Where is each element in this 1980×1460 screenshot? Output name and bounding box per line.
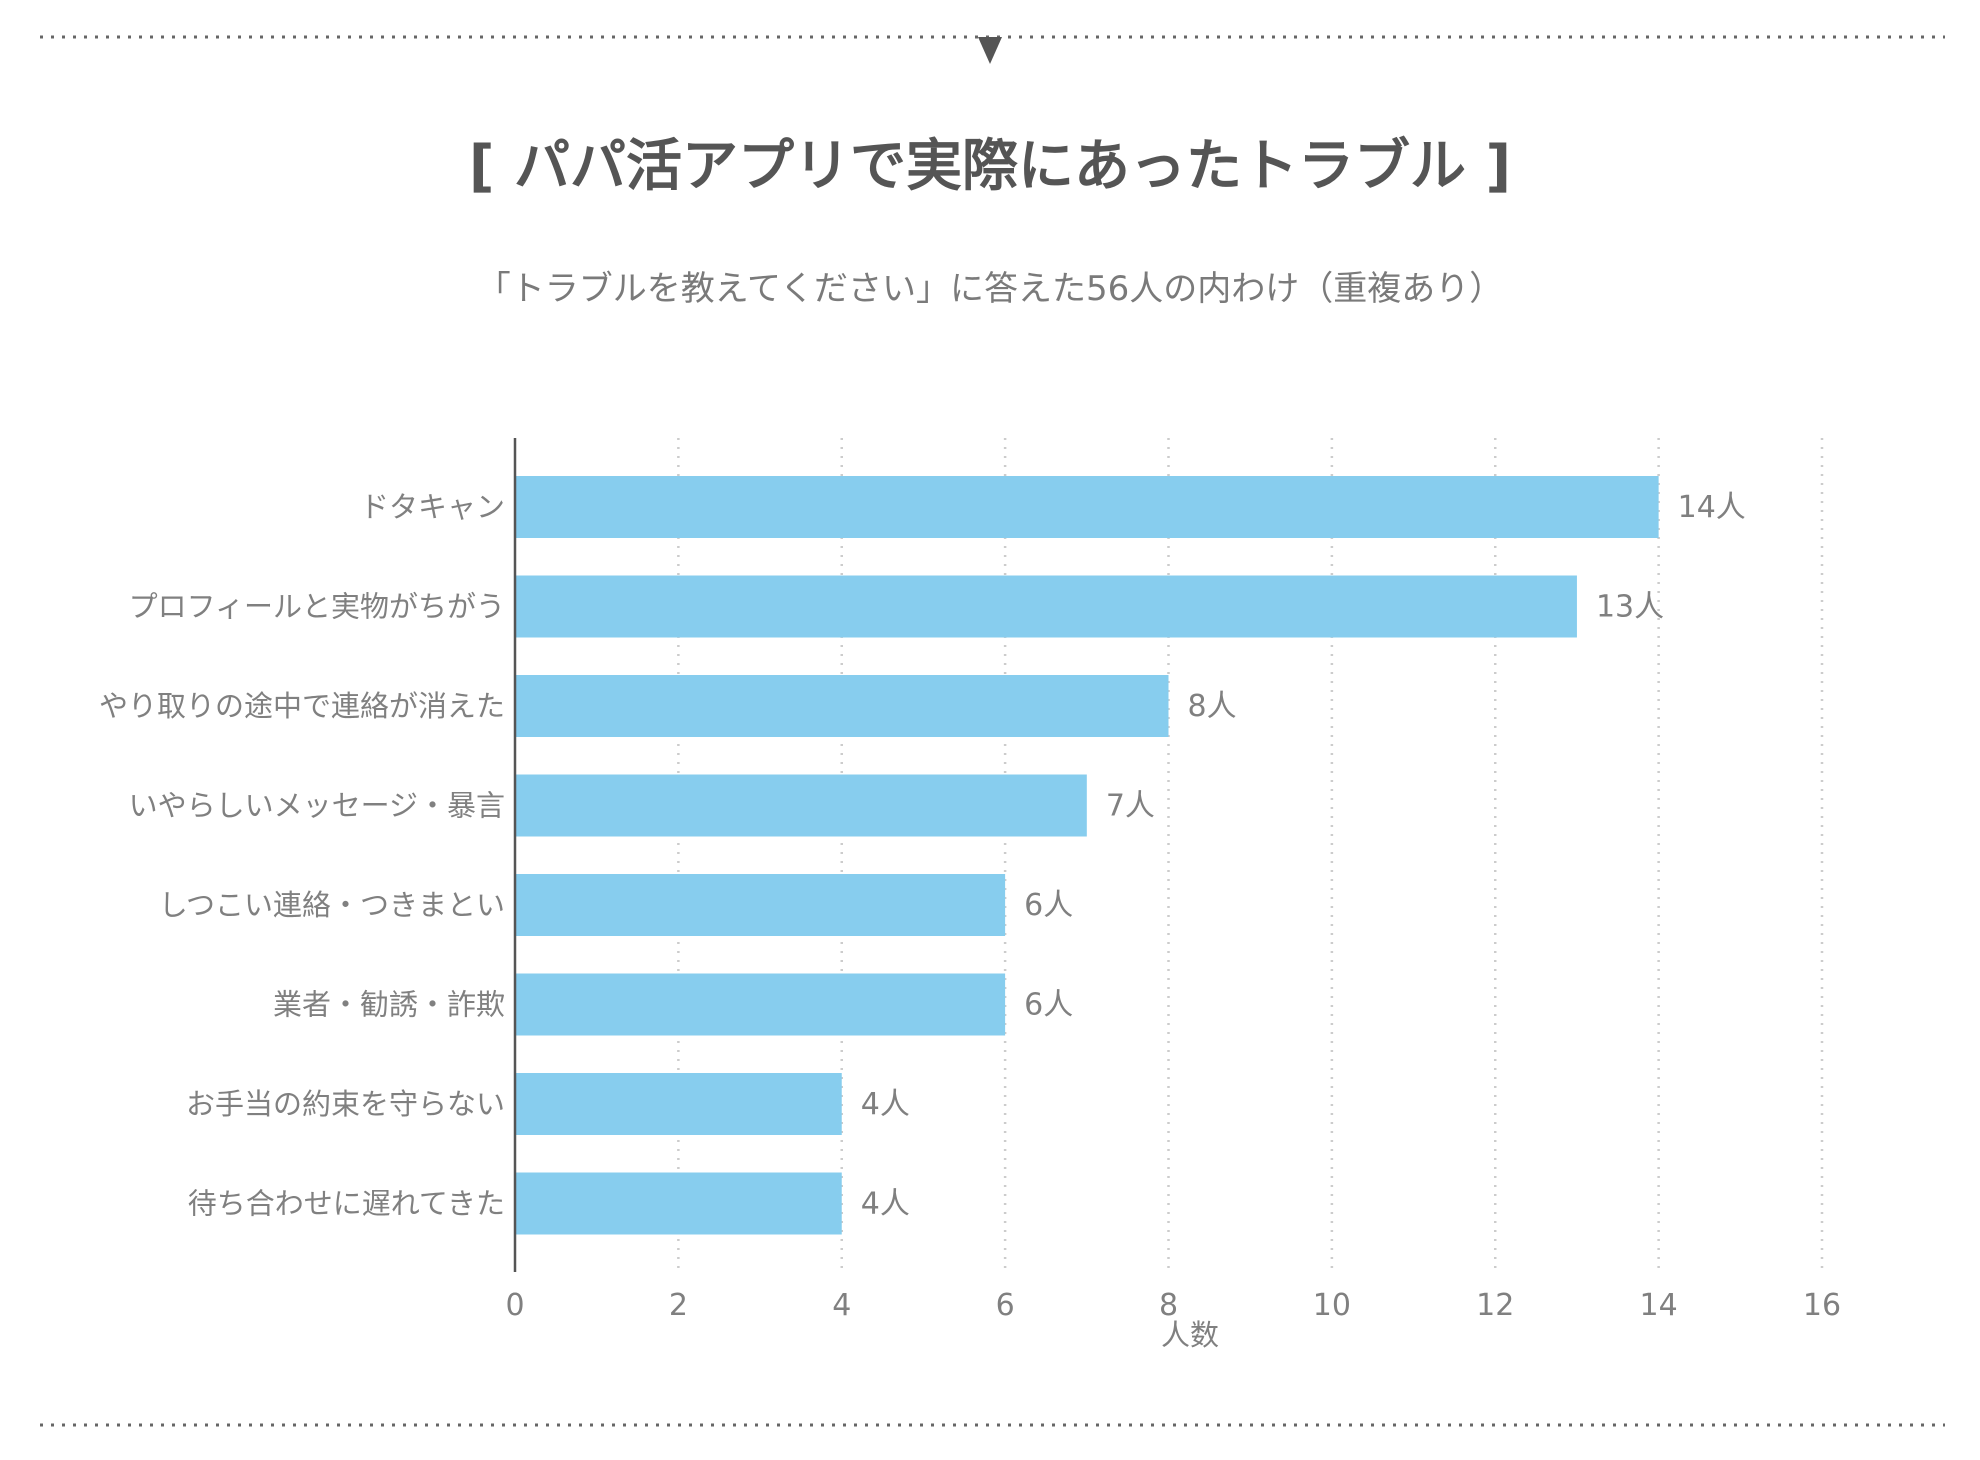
- category-label: ドタキャン: [360, 490, 505, 524]
- gridlines: [677, 438, 1824, 1272]
- x-tick-label: 2: [669, 1288, 688, 1323]
- bar: [515, 774, 1087, 837]
- x-tick-label: 12: [1476, 1288, 1514, 1323]
- data-label: 4人: [861, 1187, 910, 1222]
- x-tick-label: 6: [996, 1288, 1015, 1323]
- category-label: しつこい連絡・つきまとい: [159, 888, 505, 922]
- data-label: 6人: [1024, 988, 1073, 1023]
- x-tick-label: 16: [1803, 1288, 1841, 1323]
- bar: [515, 476, 1659, 538]
- category-label: 業者・勧誘・詐欺: [273, 988, 505, 1022]
- x-tick-label: 8: [1159, 1288, 1178, 1323]
- bars: [515, 476, 1659, 1235]
- category-label: プロフィールと実物がちがう: [129, 590, 505, 624]
- bar: [515, 1172, 842, 1235]
- bar: [515, 675, 1169, 737]
- data-label: 4人: [861, 1087, 910, 1122]
- x-axis-ticks: 0 2 4 6 8 10 12 14 16: [505, 1288, 1841, 1323]
- chart-title: [ パパ活アプリで実際にあったトラブル ]: [469, 134, 1511, 199]
- bar: [515, 1073, 842, 1135]
- bar: [515, 973, 1006, 1036]
- category-label: お手当の約束を守らない: [186, 1087, 505, 1121]
- data-label: 7人: [1106, 789, 1155, 824]
- x-tick-label: 14: [1640, 1288, 1678, 1323]
- x-tick-label: 4: [832, 1288, 851, 1323]
- bar: [515, 874, 1006, 936]
- data-label: 6人: [1024, 888, 1073, 923]
- category-label: 待ち合わせに遅れてきた: [188, 1187, 505, 1221]
- category-labels: ドタキャンプロフィールと実物がちがうやり取りの途中で連絡が消えたいやらしいメッセ…: [99, 490, 505, 1221]
- data-label: 13人: [1596, 590, 1664, 625]
- category-label: やり取りの途中で連絡が消えた: [99, 689, 505, 723]
- x-axis-title: 人数: [1161, 1318, 1219, 1352]
- data-label: 8人: [1188, 689, 1237, 724]
- x-tick-label: 0: [505, 1288, 524, 1323]
- chart-subtitle: 「トラブルを教えてください」に答えた56人の内わけ（重複あり）: [477, 269, 1504, 309]
- divider-arrow-icon: [978, 37, 1002, 64]
- bar: [515, 575, 1577, 638]
- value-labels: 14人 13人 8人 7人 6人 6人 4人 4人: [861, 490, 1746, 1222]
- category-label: いやらしいメッセージ・暴言: [129, 789, 505, 823]
- data-label: 14人: [1678, 490, 1746, 525]
- x-tick-label: 10: [1313, 1288, 1351, 1323]
